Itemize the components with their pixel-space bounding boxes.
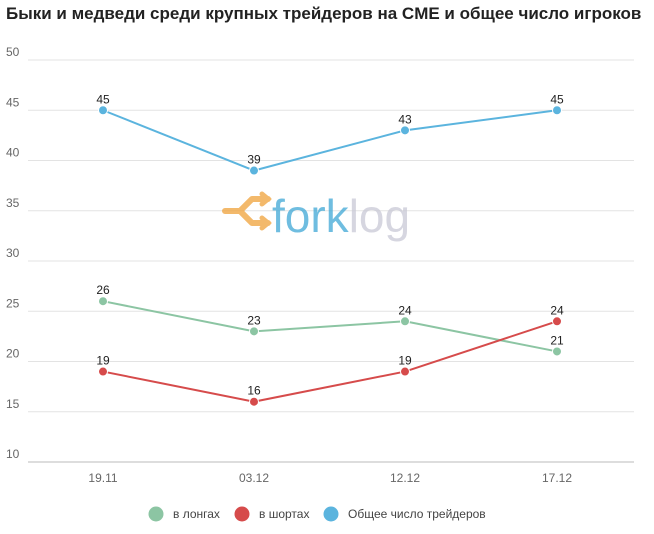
series-points (98, 105, 562, 407)
data-point (98, 296, 108, 307)
y-tick-label: 45 (6, 95, 20, 109)
gridlines (28, 59, 634, 463)
y-axis-ticks: 10 15 20 25 30 35 40 45 50 (6, 45, 20, 461)
data-label: 24 (398, 303, 412, 317)
forklog-watermark: forklog (222, 190, 410, 242)
data-label: 19 (96, 354, 110, 368)
series-line (102, 300, 558, 353)
legend-marker (148, 506, 164, 522)
data-labels: 26 23 24 21 19 16 19 24 45 39 43 45 (96, 92, 564, 397)
data-point (249, 396, 259, 407)
data-point (552, 346, 562, 357)
data-point (400, 125, 410, 136)
data-label: 45 (550, 92, 564, 106)
y-tick-label: 25 (6, 296, 20, 310)
series-lines (102, 109, 558, 403)
x-axis-ticks: 19.11 03.12 12.12 17.12 (88, 471, 572, 485)
y-tick-label: 50 (6, 45, 20, 59)
chart-title: Быки и медведи среди крупных трейдеров н… (6, 4, 642, 23)
data-label: 16 (247, 384, 261, 398)
y-tick-label: 20 (6, 347, 20, 361)
data-point (98, 366, 108, 377)
data-point (400, 316, 410, 327)
legend: в лонгах в шортах Общее число трейдеров (148, 506, 486, 522)
forklog-watermark-text: forklog (272, 190, 410, 242)
data-point (249, 326, 259, 337)
series-line (102, 109, 558, 172)
x-tick-label: 12.12 (390, 471, 420, 485)
data-label: 24 (550, 303, 564, 317)
legend-label: в шортах (259, 507, 309, 521)
data-point (98, 105, 108, 116)
x-tick-label: 19.11 (88, 471, 117, 485)
data-label: 19 (398, 354, 412, 368)
data-label: 26 (96, 283, 110, 297)
data-label: 43 (398, 112, 412, 126)
legend-marker (234, 506, 250, 522)
y-tick-label: 40 (6, 146, 20, 160)
y-tick-label: 15 (6, 397, 20, 411)
data-point (400, 366, 410, 377)
series-line (102, 320, 558, 403)
forklog-logo-icon (222, 191, 272, 231)
legend-label: Общее число трейдеров (348, 507, 486, 521)
x-tick-label: 17.12 (542, 471, 572, 485)
x-tick-label: 03.12 (239, 471, 269, 485)
legend-marker (323, 506, 339, 522)
data-point (249, 165, 259, 176)
data-label: 21 (550, 333, 564, 347)
data-label: 45 (96, 92, 110, 106)
y-tick-label: 30 (6, 246, 20, 260)
data-label: 39 (247, 153, 261, 167)
legend-label: в лонгах (173, 507, 220, 521)
data-point (552, 316, 562, 327)
data-label: 23 (247, 313, 261, 327)
data-point (552, 105, 562, 116)
y-tick-label: 10 (6, 447, 20, 461)
y-tick-label: 35 (6, 196, 20, 210)
